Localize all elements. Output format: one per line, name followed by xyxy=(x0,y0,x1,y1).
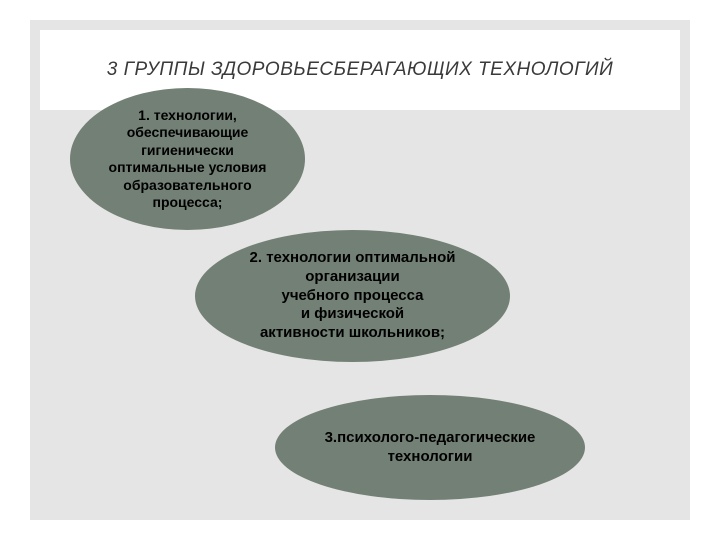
ellipse-group-3: 3.психолого-педагогические технологии xyxy=(275,395,585,500)
ellipse-group-2: 2. технологии оптимальной организации уч… xyxy=(195,230,510,362)
ellipse-group-1: 1. технологии, обеспечивающие гигиеничес… xyxy=(70,88,305,230)
ellipse-3-label: 3.психолого-педагогические технологии xyxy=(325,429,536,467)
ellipse-1-label: 1. технологии, обеспечивающие гигиеничес… xyxy=(109,107,267,212)
slide-title: 3 ГРУППЫ ЗДОРОВЬЕСБЕРАГАЮЩИХ ТЕХНОЛОГИЙ xyxy=(107,59,613,81)
ellipse-2-label: 2. технологии оптимальной организации уч… xyxy=(250,249,456,343)
